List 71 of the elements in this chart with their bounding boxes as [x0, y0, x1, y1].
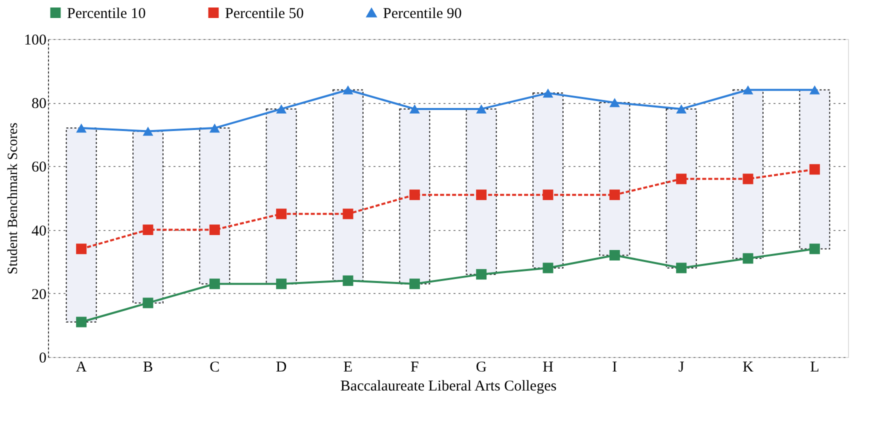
point	[542, 88, 554, 98]
bar	[266, 108, 297, 284]
bar	[466, 108, 497, 275]
x-tick-label: K	[742, 360, 754, 376]
bar	[199, 128, 230, 284]
y-tick-label: 80	[32, 96, 46, 112]
y-tick-label: 40	[32, 223, 46, 240]
point	[76, 124, 87, 133]
y-tick-label: 0	[39, 350, 46, 366]
point	[342, 208, 354, 220]
point	[142, 126, 154, 136]
point	[542, 190, 554, 200]
point	[209, 224, 220, 236]
bar	[332, 89, 364, 282]
bar	[132, 130, 164, 304]
point	[409, 190, 420, 200]
point	[676, 104, 687, 114]
x-tick-label: A	[76, 360, 87, 376]
point	[476, 190, 487, 200]
legend-label: Percentile 90	[383, 6, 462, 22]
point	[542, 262, 554, 274]
y-tick-label: 100	[24, 32, 46, 48]
point	[209, 278, 220, 290]
point	[342, 275, 354, 286]
legend-label: Percentile 50	[225, 6, 304, 22]
y-axis-title: Student Benchmark Scores	[6, 122, 21, 274]
point	[676, 262, 687, 274]
point	[409, 278, 420, 290]
point	[476, 104, 487, 114]
x-tick-label: L	[810, 360, 820, 376]
bar	[399, 108, 430, 284]
point	[809, 85, 820, 94]
point	[276, 104, 287, 114]
point	[276, 278, 287, 290]
point	[142, 298, 154, 308]
point	[742, 85, 754, 94]
point	[609, 190, 620, 200]
x-tick-label: E	[343, 360, 353, 376]
point	[76, 316, 87, 328]
x-tick-label: J	[678, 360, 684, 376]
point	[276, 208, 287, 220]
point	[809, 164, 820, 175]
point	[809, 244, 820, 254]
point	[409, 104, 420, 114]
bar	[66, 128, 97, 323]
x-tick-label: I	[612, 360, 618, 376]
x-tick-label: D	[276, 360, 287, 376]
x-tick-label: C	[210, 360, 220, 376]
point	[142, 224, 154, 236]
x-axis-title: Baccalaureate Liberal Arts Colleges	[340, 378, 557, 394]
bar	[799, 89, 830, 250]
x-tick-label: H	[542, 360, 554, 376]
point	[742, 253, 754, 264]
point	[476, 269, 487, 280]
x-tick-label: G	[476, 360, 487, 376]
legend-label: Percentile 10	[67, 6, 146, 22]
bar	[532, 92, 564, 268]
point	[676, 174, 687, 184]
bar	[732, 89, 764, 259]
x-tick-label: B	[142, 360, 154, 376]
x-tick-label: F	[410, 360, 419, 376]
y-tick-label: 60	[32, 160, 46, 176]
point	[609, 98, 620, 108]
point	[209, 124, 220, 133]
y-tick-label: 20	[32, 286, 46, 303]
point	[342, 85, 354, 94]
point	[609, 250, 620, 260]
bar	[599, 102, 630, 256]
point	[742, 174, 754, 184]
bar	[666, 108, 697, 268]
point	[76, 244, 87, 254]
